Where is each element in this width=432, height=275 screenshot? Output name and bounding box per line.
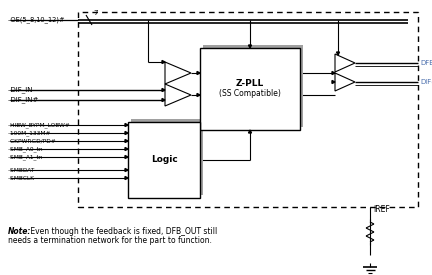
Text: –SMB_A1_tn: –SMB_A1_tn: [8, 154, 43, 160]
Text: DFB_OUT: DFB_OUT: [420, 60, 432, 66]
Text: 7: 7: [93, 10, 98, 16]
Bar: [203, 45, 303, 127]
Bar: [78, 12, 418, 207]
Polygon shape: [125, 177, 128, 180]
Bar: [128, 122, 200, 198]
Text: –DIF_IN: –DIF_IN: [8, 87, 34, 94]
Polygon shape: [197, 94, 200, 97]
Text: –DIF_IN#: –DIF_IN#: [8, 97, 39, 103]
Text: –CKPWRGD/PD#: –CKPWRGD/PD#: [8, 139, 57, 144]
Text: DIF(14:0): DIF(14:0): [420, 79, 432, 85]
Polygon shape: [125, 147, 128, 150]
Polygon shape: [332, 72, 335, 75]
Polygon shape: [165, 62, 191, 84]
Polygon shape: [125, 139, 128, 142]
Text: –OE(5_8,10_12)#: –OE(5_8,10_12)#: [8, 16, 66, 23]
Polygon shape: [335, 73, 355, 91]
Polygon shape: [332, 81, 335, 84]
Text: –100M_133M#: –100M_133M#: [8, 130, 51, 136]
Text: IREF: IREF: [373, 205, 390, 215]
Polygon shape: [335, 54, 355, 72]
Polygon shape: [197, 72, 200, 75]
Polygon shape: [162, 89, 165, 92]
Text: Z-PLL: Z-PLL: [236, 79, 264, 89]
Text: needs a termination network for the part to function.: needs a termination network for the part…: [8, 236, 212, 245]
Bar: [131, 119, 203, 195]
Polygon shape: [125, 155, 128, 158]
Bar: [200, 48, 300, 130]
Text: Even though the feedback is fixed, DFB_OUT still: Even though the feedback is fixed, DFB_O…: [28, 227, 217, 236]
Polygon shape: [248, 130, 251, 133]
Text: –SMBCLK: –SMBCLK: [8, 175, 35, 180]
Polygon shape: [337, 52, 340, 55]
Text: –SMBDAT: –SMBDAT: [8, 167, 35, 172]
Polygon shape: [162, 60, 165, 64]
Text: Logic: Logic: [151, 155, 178, 164]
Text: –SMB_A0_tn: –SMB_A0_tn: [8, 146, 44, 152]
Polygon shape: [248, 45, 251, 48]
Polygon shape: [125, 123, 128, 127]
Polygon shape: [162, 98, 165, 101]
Polygon shape: [165, 84, 191, 106]
Text: –HIBW_BYPM_LOBW#: –HIBW_BYPM_LOBW#: [8, 122, 70, 128]
Polygon shape: [125, 169, 128, 172]
Text: Note:: Note:: [8, 227, 32, 236]
Text: (SS Compatible): (SS Compatible): [219, 89, 281, 98]
Polygon shape: [125, 131, 128, 134]
